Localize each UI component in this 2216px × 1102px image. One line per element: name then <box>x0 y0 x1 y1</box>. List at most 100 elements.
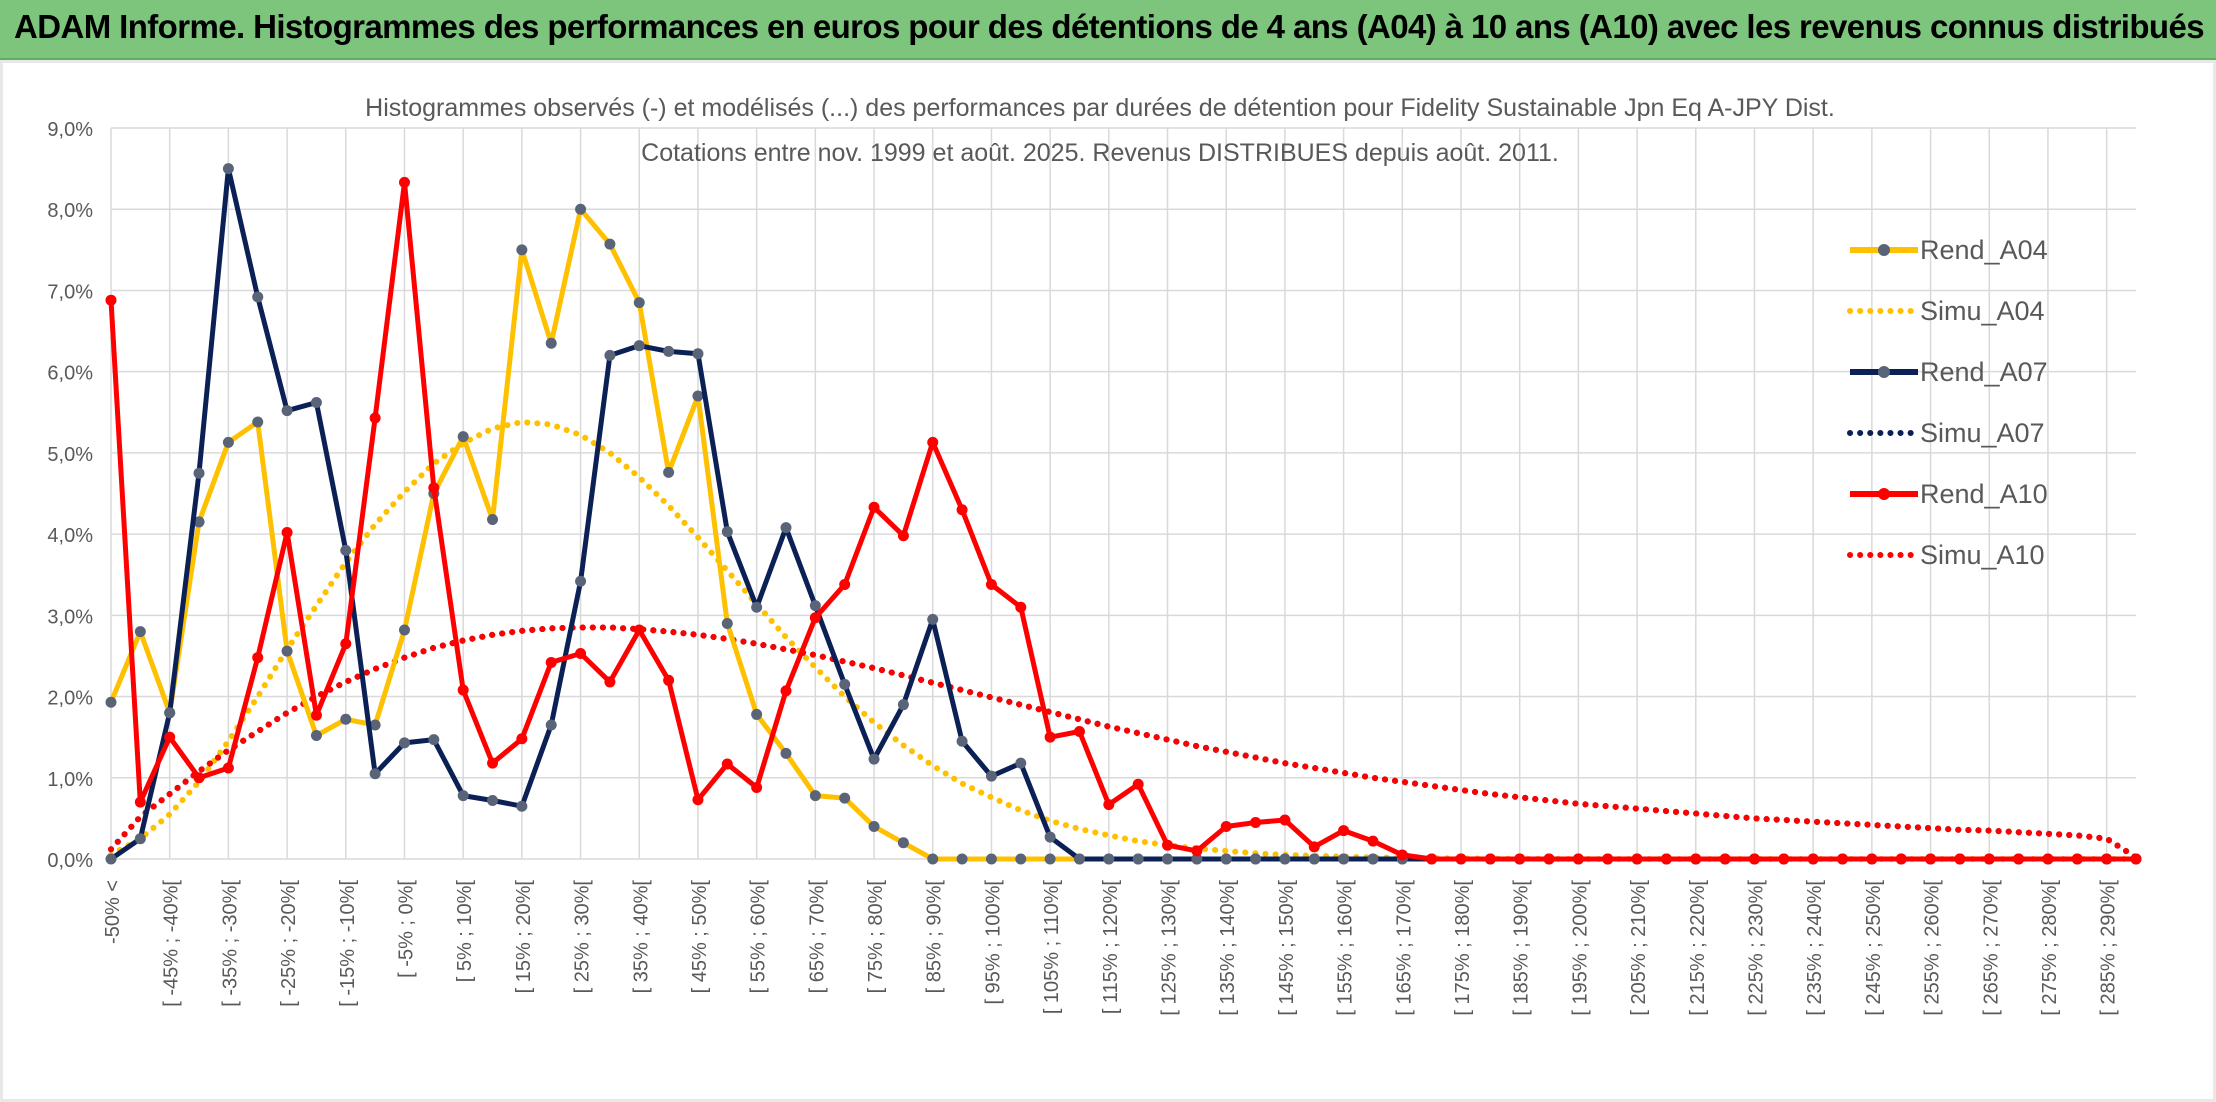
data-point <box>663 674 675 686</box>
data-point <box>663 466 675 478</box>
data-point <box>897 699 909 711</box>
data-point <box>1250 853 1262 865</box>
series-line <box>108 179 2136 862</box>
x-tick-label: [ 95% ; 100%[ <box>982 880 1004 1005</box>
data-point <box>1748 853 1760 865</box>
data-point <box>1837 853 1849 865</box>
data-point <box>369 412 381 424</box>
data-point <box>1191 845 1203 857</box>
legend-label: Simu_A10 <box>1920 540 2045 570</box>
x-tick-label: [ 285% ; 290%[ <box>2098 880 2120 1016</box>
data-point <box>868 821 880 833</box>
data-point <box>751 601 763 613</box>
data-point <box>1073 853 1085 865</box>
series-line <box>108 624 2139 861</box>
report-banner: ADAM Informe. Histogrammes des performan… <box>0 0 2216 60</box>
x-tick-label: [ 15% ; 20%[ <box>513 880 535 994</box>
legend-marker <box>1878 244 1890 256</box>
data-point <box>340 713 352 725</box>
data-point <box>428 482 440 494</box>
x-tick-label: [ -15% ; -10%[ <box>337 880 359 1007</box>
data-point <box>457 431 469 443</box>
data-point <box>193 467 205 479</box>
data-point <box>193 772 205 784</box>
data-point <box>604 349 616 361</box>
data-point <box>1514 853 1526 865</box>
data-point <box>780 685 792 697</box>
data-point <box>1983 853 1995 865</box>
data-point <box>457 684 469 696</box>
series-rend-a10 <box>105 176 2142 865</box>
data-point <box>1250 816 1262 828</box>
data-point <box>340 638 352 650</box>
data-point <box>1132 853 1144 865</box>
legend-item: Simu_A04 <box>1847 296 2045 326</box>
x-tick-label: [ 85% ; 90%[ <box>924 880 946 994</box>
data-point <box>252 291 264 303</box>
x-tick-label: [ 155% ; 160%[ <box>1335 880 1357 1016</box>
data-point <box>134 796 146 808</box>
legend-marker <box>1878 488 1890 500</box>
data-point <box>1866 853 1878 865</box>
data-point <box>927 436 939 448</box>
x-tick-label: [ 245% ; 250%[ <box>1863 880 1885 1016</box>
data-point <box>310 730 322 742</box>
data-point <box>1220 821 1232 833</box>
x-tick-label: [ 255% ; 260%[ <box>1922 880 1944 1016</box>
data-point <box>2042 853 2054 865</box>
data-point <box>809 612 821 624</box>
data-point <box>780 747 792 759</box>
data-point <box>222 163 234 175</box>
data-point <box>1308 853 1320 865</box>
data-point <box>369 768 381 780</box>
y-tick-label: 7,0% <box>47 281 93 303</box>
data-point <box>839 792 851 804</box>
x-tick-label: [ -35% ; -30%[ <box>219 880 241 1007</box>
data-point <box>487 757 499 769</box>
data-point <box>721 758 733 770</box>
data-point <box>839 578 851 590</box>
legend-label: Rend_A04 <box>1920 235 2048 265</box>
data-point <box>164 731 176 743</box>
data-point <box>1367 853 1379 865</box>
data-point <box>1132 778 1144 790</box>
data-point <box>1338 825 1350 837</box>
data-point <box>193 516 205 528</box>
x-tick-label: [ 145% ; 150%[ <box>1276 880 1298 1016</box>
data-point <box>1925 853 1937 865</box>
data-point <box>222 436 234 448</box>
y-tick-label: 9,0% <box>47 119 93 141</box>
data-point <box>1690 853 1702 865</box>
data-point <box>1044 731 1056 743</box>
y-tick-label: 2,0% <box>47 688 93 710</box>
data-point <box>1162 839 1174 851</box>
data-point <box>1279 814 1291 826</box>
data-point <box>1191 853 1203 865</box>
x-tick-label: [ -5% ; 0%[ <box>395 880 417 978</box>
data-point <box>1220 853 1232 865</box>
data-point <box>927 613 939 625</box>
data-point <box>105 853 117 865</box>
x-tick-label: [ 105% ; 110%[ <box>1041 880 1063 1015</box>
data-point <box>633 340 645 352</box>
legend: Rend_A04 Simu_A04 Rend_A07 Simu_A07 Rend_A10… <box>1847 235 2048 570</box>
data-point <box>1015 601 1027 613</box>
data-point <box>1279 853 1291 865</box>
x-tick-label: [ 5% ; 10%[ <box>454 880 476 983</box>
data-point <box>545 719 557 731</box>
data-point <box>545 337 557 349</box>
data-point <box>369 719 381 731</box>
data-point <box>281 405 293 417</box>
data-point <box>1308 841 1320 853</box>
data-point <box>1895 853 1907 865</box>
data-point <box>1015 853 1027 865</box>
data-point <box>692 794 704 806</box>
data-point <box>1015 757 1027 769</box>
y-axis: 0,0% 1,0% 2,0% 3,0% 4,0% 5,0% 6,0% 7,0% 8,0% 9,0% <box>47 119 93 872</box>
x-tick-label: [ 215% ; 220%[ <box>1687 880 1709 1016</box>
data-point <box>1778 853 1790 865</box>
y-tick-label: 3,0% <box>47 606 93 628</box>
legend-label: Rend_A07 <box>1920 357 2048 387</box>
legend-item: Rend_A10 <box>1850 479 2048 509</box>
data-point <box>809 790 821 802</box>
